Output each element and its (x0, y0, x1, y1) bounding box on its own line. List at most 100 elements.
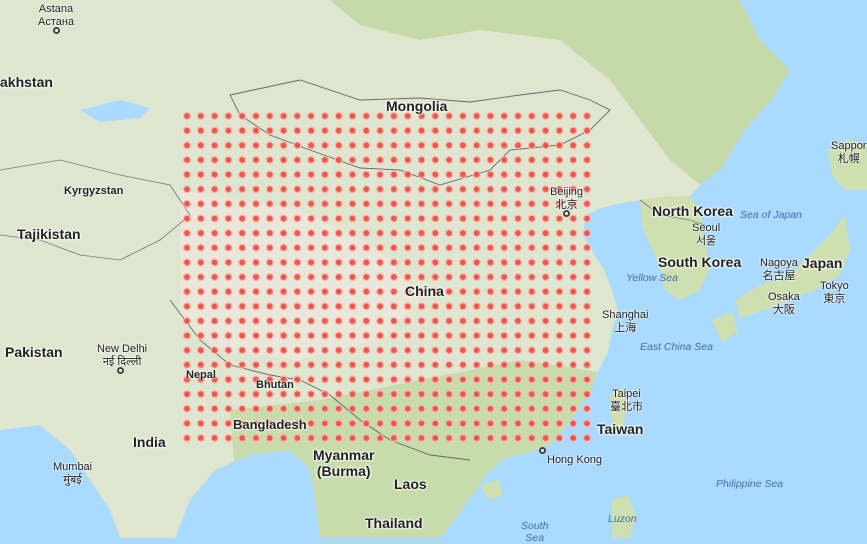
grid-marker[interactable] (224, 273, 233, 282)
grid-marker[interactable] (210, 419, 219, 428)
grid-marker[interactable] (334, 331, 343, 340)
grid-marker[interactable] (555, 199, 564, 208)
grid-marker[interactable] (445, 258, 454, 267)
grid-marker[interactable] (348, 243, 357, 252)
grid-marker[interactable] (376, 199, 385, 208)
grid-marker[interactable] (569, 273, 578, 282)
grid-marker[interactable] (210, 316, 219, 325)
grid-marker[interactable] (472, 316, 481, 325)
grid-marker[interactable] (569, 141, 578, 150)
grid-marker[interactable] (417, 434, 426, 443)
grid-marker[interactable] (555, 302, 564, 311)
grid-marker[interactable] (307, 229, 316, 238)
grid-marker[interactable] (389, 287, 398, 296)
grid-marker[interactable] (582, 419, 591, 428)
grid-marker[interactable] (527, 126, 536, 135)
grid-marker[interactable] (196, 346, 205, 355)
grid-marker[interactable] (224, 302, 233, 311)
grid-marker[interactable] (293, 316, 302, 325)
grid-marker[interactable] (196, 287, 205, 296)
grid-marker[interactable] (293, 141, 302, 150)
grid-marker[interactable] (500, 141, 509, 150)
grid-marker[interactable] (569, 346, 578, 355)
grid-marker[interactable] (458, 390, 467, 399)
grid-marker[interactable] (362, 360, 371, 369)
grid-marker[interactable] (458, 273, 467, 282)
grid-marker[interactable] (238, 419, 247, 428)
grid-marker[interactable] (252, 375, 261, 384)
grid-marker[interactable] (307, 331, 316, 340)
grid-marker[interactable] (500, 316, 509, 325)
grid-marker[interactable] (307, 360, 316, 369)
grid-marker[interactable] (445, 229, 454, 238)
grid-marker[interactable] (555, 141, 564, 150)
grid-marker[interactable] (224, 258, 233, 267)
grid-marker[interactable] (293, 214, 302, 223)
beijing-dot[interactable] (563, 210, 570, 217)
grid-marker[interactable] (265, 243, 274, 252)
grid-marker[interactable] (472, 346, 481, 355)
grid-marker[interactable] (582, 434, 591, 443)
grid-marker[interactable] (582, 199, 591, 208)
grid-marker[interactable] (486, 258, 495, 267)
grid-marker[interactable] (569, 229, 578, 238)
grid-marker[interactable] (293, 199, 302, 208)
grid-marker[interactable] (293, 111, 302, 120)
grid-marker[interactable] (252, 390, 261, 399)
grid-marker[interactable] (265, 258, 274, 267)
grid-marker[interactable] (183, 375, 192, 384)
grid-marker[interactable] (224, 419, 233, 428)
grid-marker[interactable] (582, 258, 591, 267)
grid-marker[interactable] (513, 287, 522, 296)
grid-marker[interactable] (541, 390, 550, 399)
grid-marker[interactable] (224, 141, 233, 150)
grid-marker[interactable] (541, 375, 550, 384)
grid-marker[interactable] (376, 214, 385, 223)
grid-marker[interactable] (279, 111, 288, 120)
grid-marker[interactable] (265, 199, 274, 208)
grid-marker[interactable] (183, 214, 192, 223)
grid-marker[interactable] (417, 185, 426, 194)
grid-marker[interactable] (238, 375, 247, 384)
grid-marker[interactable] (403, 346, 412, 355)
grid-marker[interactable] (486, 229, 495, 238)
grid-marker[interactable] (486, 434, 495, 443)
grid-marker[interactable] (334, 199, 343, 208)
grid-marker[interactable] (279, 346, 288, 355)
grid-marker[interactable] (334, 302, 343, 311)
grid-marker[interactable] (252, 346, 261, 355)
grid-marker[interactable] (458, 141, 467, 150)
grid-marker[interactable] (500, 214, 509, 223)
grid-marker[interactable] (527, 346, 536, 355)
grid-marker[interactable] (334, 243, 343, 252)
grid-marker[interactable] (417, 316, 426, 325)
grid-marker[interactable] (472, 404, 481, 413)
grid-marker[interactable] (183, 346, 192, 355)
grid-marker[interactable] (320, 126, 329, 135)
grid-marker[interactable] (458, 419, 467, 428)
grid-marker[interactable] (265, 185, 274, 194)
grid-marker[interactable] (527, 243, 536, 252)
grid-marker[interactable] (513, 111, 522, 120)
grid-marker[interactable] (224, 331, 233, 340)
grid-marker[interactable] (403, 419, 412, 428)
grid-marker[interactable] (362, 155, 371, 164)
grid-marker[interactable] (445, 185, 454, 194)
grid-marker[interactable] (238, 214, 247, 223)
grid-marker[interactable] (279, 214, 288, 223)
grid-marker[interactable] (265, 302, 274, 311)
grid-marker[interactable] (500, 111, 509, 120)
grid-marker[interactable] (293, 390, 302, 399)
grid-marker[interactable] (513, 302, 522, 311)
grid-marker[interactable] (210, 302, 219, 311)
grid-marker[interactable] (196, 434, 205, 443)
grid-marker[interactable] (265, 434, 274, 443)
grid-marker[interactable] (252, 404, 261, 413)
grid-marker[interactable] (210, 360, 219, 369)
grid-marker[interactable] (348, 185, 357, 194)
grid-marker[interactable] (541, 404, 550, 413)
grid-marker[interactable] (210, 390, 219, 399)
grid-marker[interactable] (569, 214, 578, 223)
grid-marker[interactable] (252, 214, 261, 223)
grid-marker[interactable] (320, 390, 329, 399)
